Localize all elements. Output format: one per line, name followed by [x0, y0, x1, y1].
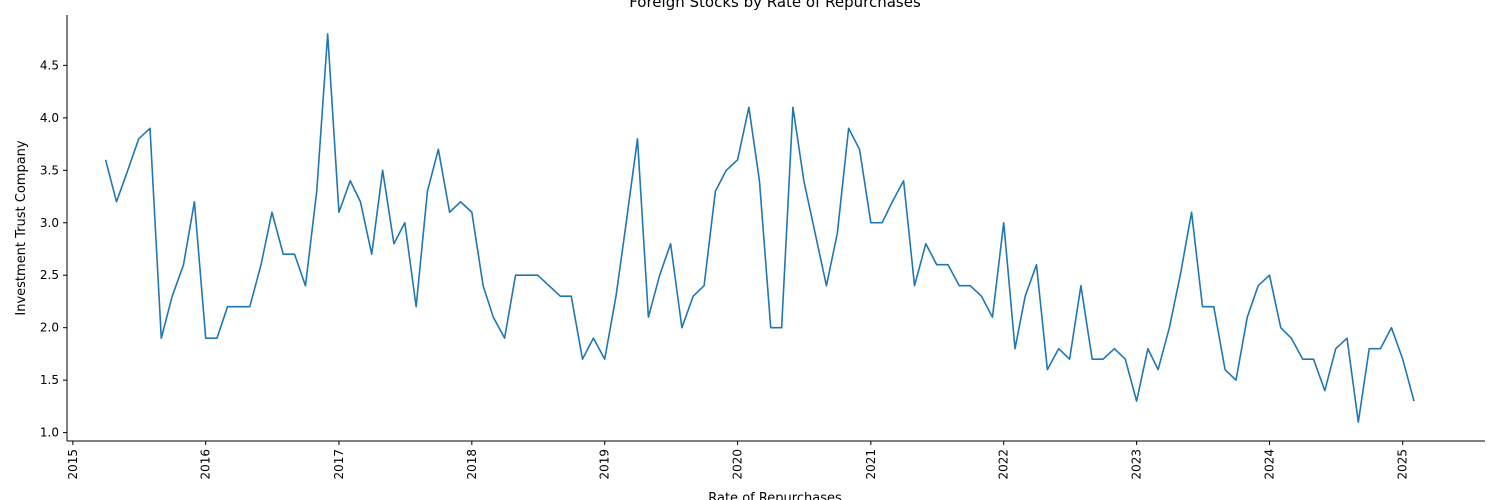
y-tick-label: 2.0: [40, 321, 59, 335]
x-tick-label: 2023: [1130, 449, 1144, 480]
plot-area: [104, 33, 1415, 423]
y-tick-label: 4.0: [40, 111, 59, 125]
x-tick-label: 2024: [1262, 449, 1276, 480]
y-axis-title: Investment Trust Company: [14, 140, 29, 316]
y-tick-label: 3.5: [40, 163, 59, 177]
x-tick-label: 2021: [864, 449, 878, 480]
y-tick-label: 1.0: [40, 426, 59, 440]
x-tick-label: 2020: [731, 449, 745, 480]
x-axis-ticks: 2015 2016 2017 2018 2019 2020 2021 2022 2023 2024…: [66, 441, 1410, 480]
x-tick-label: 2016: [199, 449, 213, 480]
y-tick-label: 2.5: [40, 268, 59, 282]
y-axis-ticks: 1.0 1.5 2.0 2.5 3.0 3.5 4.0 4.5: [40, 58, 67, 440]
y-tick-label: 1.5: [40, 373, 59, 387]
x-axis-title: Rate of Repurchases: [708, 491, 842, 500]
y-tick-label: 3.0: [40, 216, 59, 230]
x-tick-label: 2019: [598, 449, 612, 480]
x-tick-label: 2022: [997, 449, 1011, 480]
series-line-0: [104, 33, 1415, 423]
x-tick-label: 2025: [1396, 449, 1410, 480]
x-tick-label: 2017: [332, 449, 346, 480]
chart-title: Foreign Stocks by Rate of Repurchases: [629, 0, 921, 11]
x-tick-label: 2018: [465, 449, 479, 480]
x-tick-label: 2015: [66, 449, 80, 480]
y-tick-label: 4.5: [40, 58, 59, 72]
